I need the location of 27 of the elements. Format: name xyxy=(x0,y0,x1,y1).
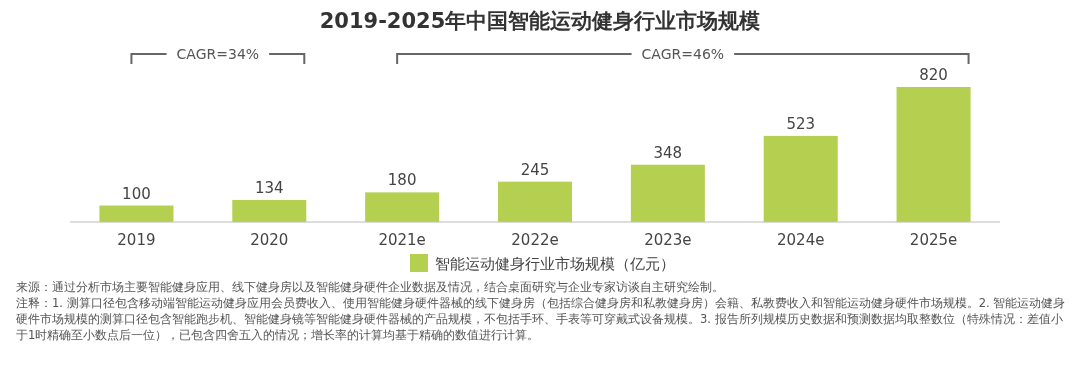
x-tick-label: 2021e xyxy=(378,231,426,249)
text: 注释：1. 测算口径包含移动端智能运动健身应用会员费收入、使用智能健身硬件器械的线下健身房（包括综合健身房和私教健身房）会籍、私教费收入和智能运动健身硬件市场规模。2. 智能运动健身硬件市场规模的测算口径包含智能跑步机、智能健身镜等智能健身硬件器械的产品规模，不包括手环、手表等可穿戴式设备规模。3. 报告所列规模历史数据和预测数据均取整数位（特殊情况：差值小于1时精确至小数点后一位），已包含四舍五入的情况；增长率的计算均基于精确的数值进行计算。 xyxy=(16,295,1066,343)
bar xyxy=(99,205,174,222)
x-tick-label: 2024e xyxy=(777,231,825,249)
data-label: 180 xyxy=(387,171,417,190)
x-tick-label: 2020 xyxy=(250,231,289,249)
chart-title: 2019-2025年中国智能运动健身行业市场规模 xyxy=(319,9,761,33)
data-label: 523 xyxy=(786,114,816,133)
bar xyxy=(896,87,971,222)
bar xyxy=(232,199,307,222)
text: CAGR=46% xyxy=(641,46,725,62)
data-label: 820 xyxy=(919,66,948,84)
data-label: 245 xyxy=(520,160,550,179)
x-tick-label: 2023e xyxy=(644,231,692,249)
source-note: 来源：通过分析市场主要智能健身应用、线下健身房以及智能健身硬件企业数据及情况，结合桌面研究与企业专家访谈自主研究绘制。 xyxy=(16,279,725,295)
bar xyxy=(498,181,572,222)
data-label: 100 xyxy=(122,184,151,203)
text: CAGR=34% xyxy=(176,46,260,62)
bar xyxy=(630,164,705,222)
bar xyxy=(763,135,838,222)
x-tick-label: 2025e xyxy=(909,231,958,249)
x-tick-label: 2019 xyxy=(117,231,156,249)
data-label: 348 xyxy=(653,143,683,162)
data-label: 134 xyxy=(254,178,284,197)
legend-label: 智能运动健身行业市场规模（亿元） xyxy=(435,255,675,273)
x-tick-label: 2022e xyxy=(511,231,559,249)
bar xyxy=(365,192,440,222)
